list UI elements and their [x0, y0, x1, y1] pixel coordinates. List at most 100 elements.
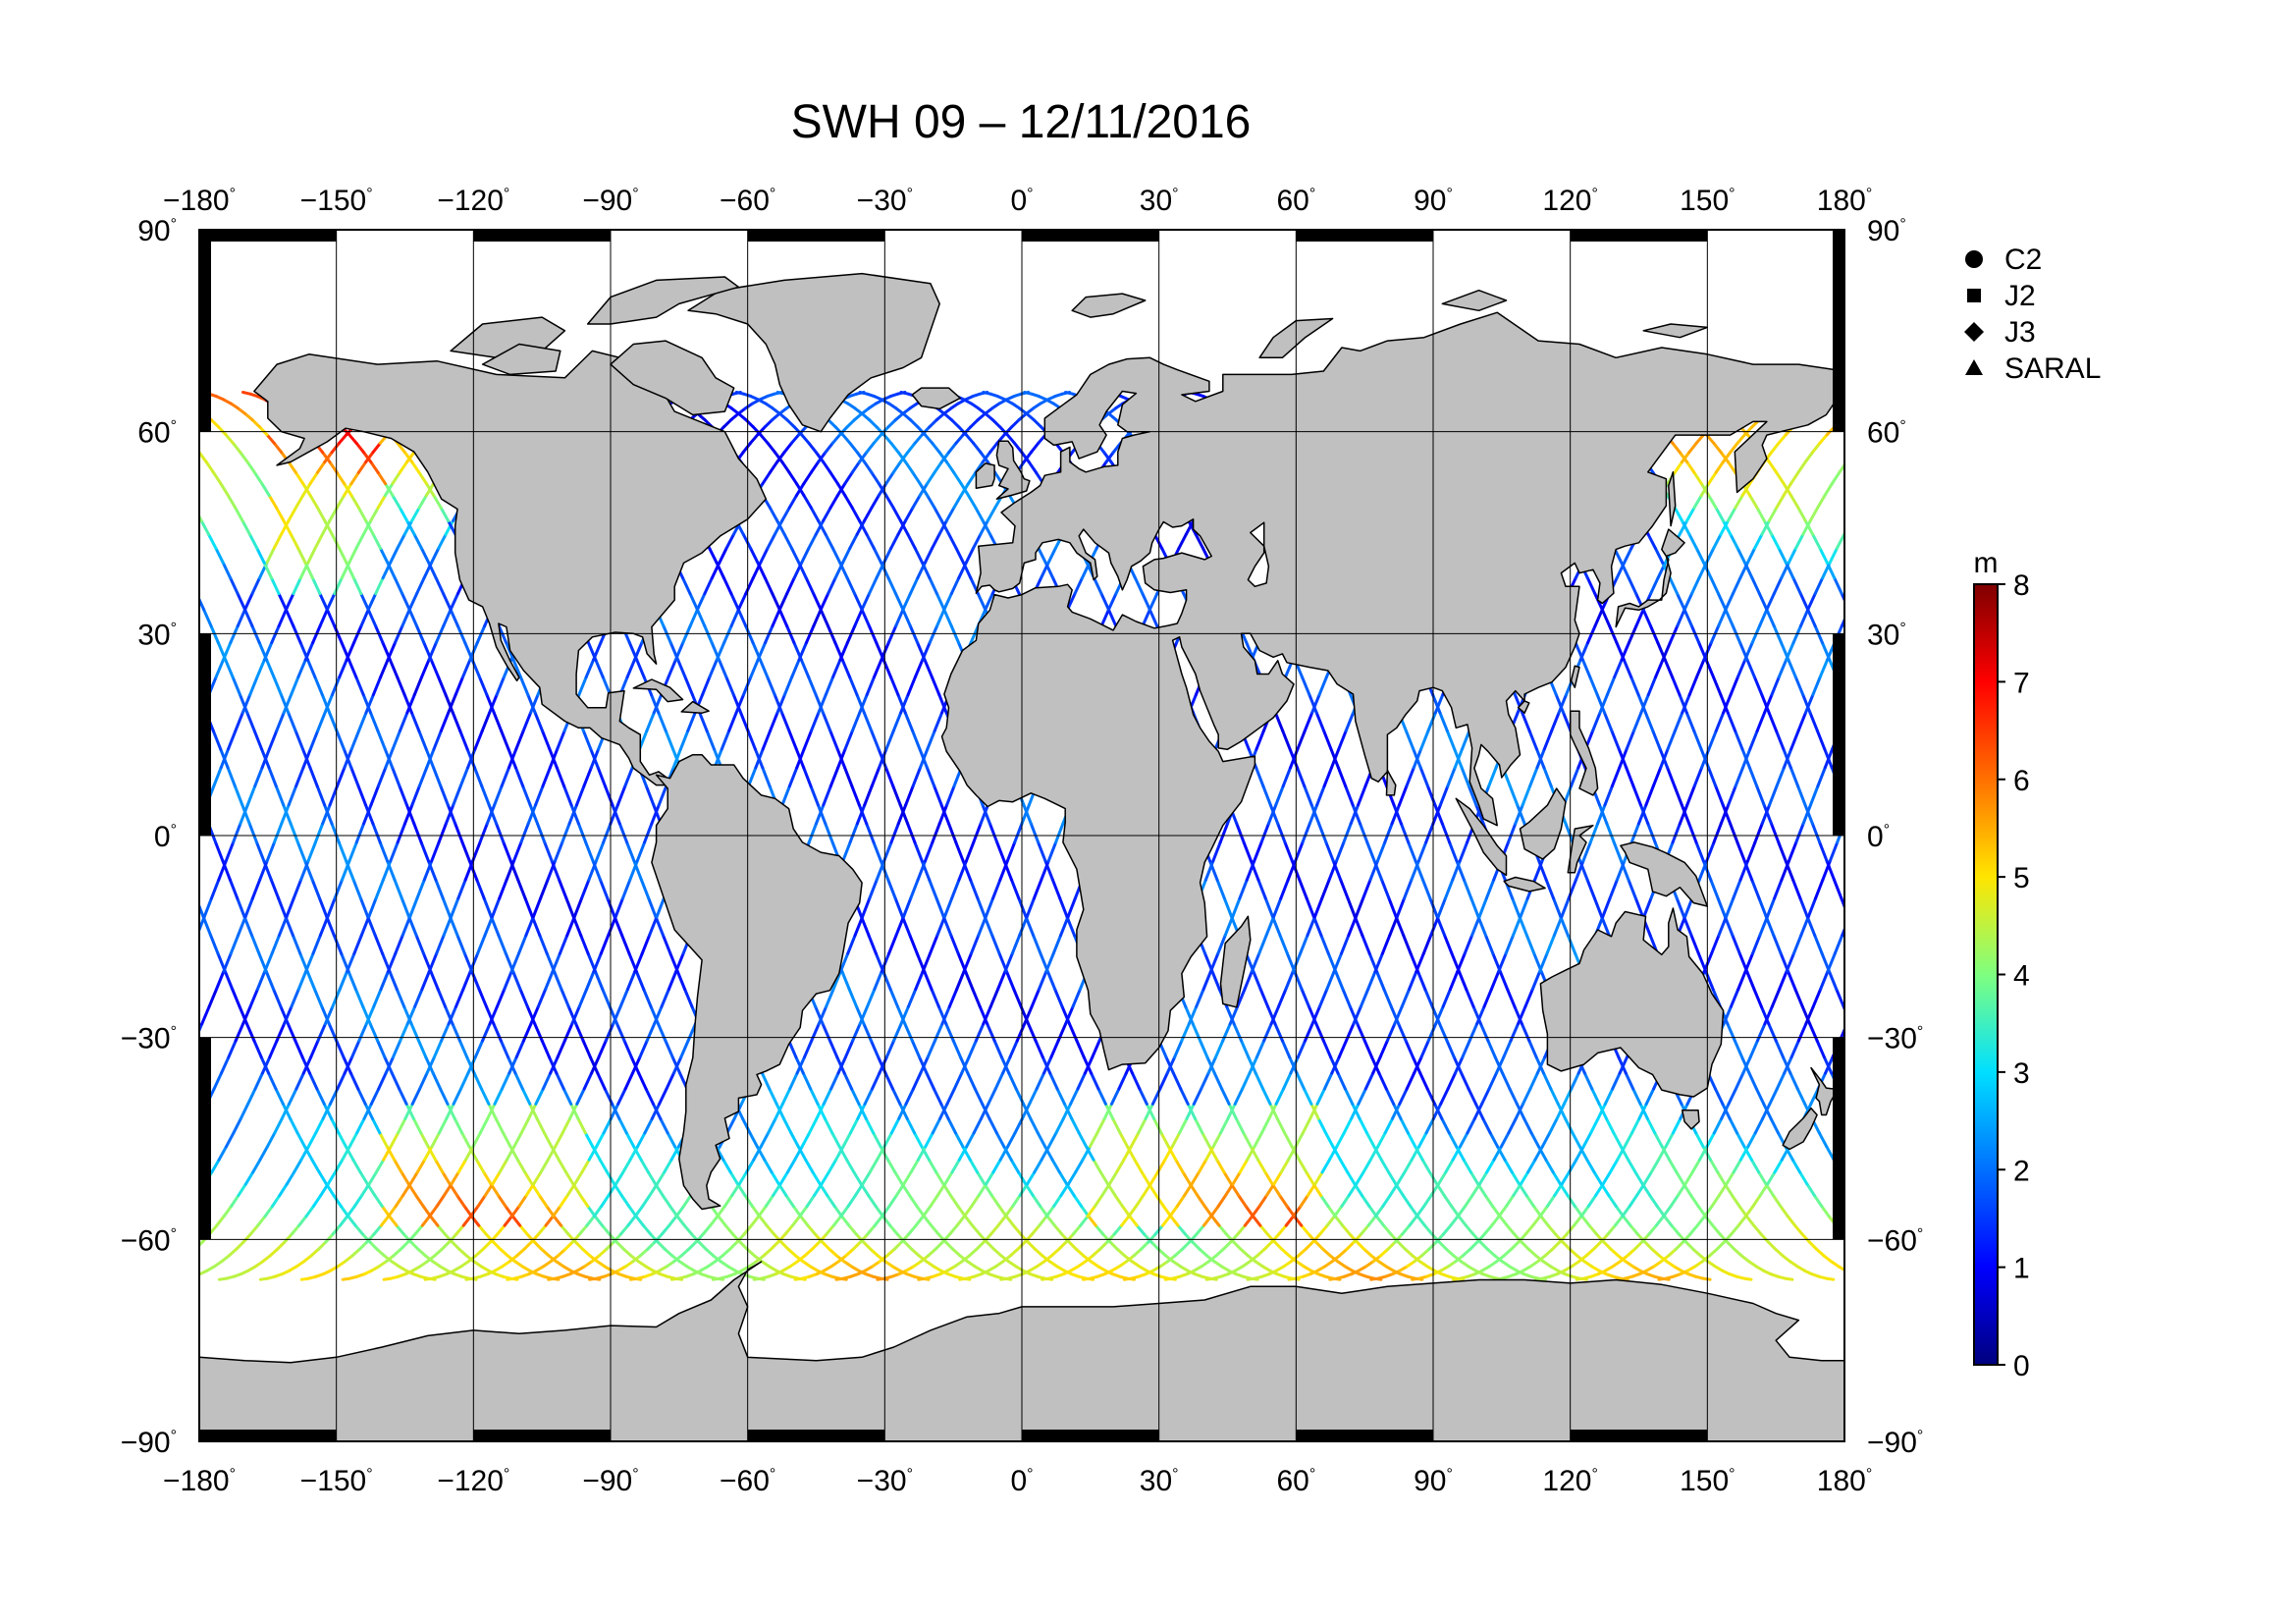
track-segment — [178, 427, 185, 435]
track-segment — [308, 729, 320, 751]
track-segment — [518, 1223, 529, 1236]
track-segment — [313, 676, 324, 697]
track-segment — [146, 496, 153, 509]
track-segment — [181, 1256, 187, 1262]
track-segment — [381, 641, 392, 662]
track-segment — [295, 1131, 306, 1149]
track-segment — [37, 521, 44, 535]
track-segment — [285, 1170, 296, 1186]
track-segment — [287, 711, 297, 732]
track-segment — [335, 1039, 346, 1059]
track-segment — [361, 693, 372, 715]
track-segment — [306, 547, 317, 565]
track-segment — [326, 896, 337, 919]
track-segment — [437, 532, 448, 551]
track-segment — [388, 970, 399, 991]
track-segment — [186, 1276, 192, 1278]
track-segment — [107, 578, 114, 594]
track-segment — [168, 990, 175, 1007]
track-segment — [398, 784, 408, 807]
track-segment — [161, 393, 168, 395]
track-segment — [446, 803, 457, 826]
track-segment — [400, 915, 412, 938]
track-segment — [349, 729, 361, 751]
track-segment — [338, 970, 348, 991]
track-segment — [388, 1215, 399, 1227]
track-segment — [271, 1194, 282, 1208]
track-segment — [143, 660, 150, 677]
track-segment — [83, 462, 90, 473]
track-segment — [173, 1073, 180, 1089]
track-segment — [273, 822, 284, 844]
track-segment — [117, 453, 124, 462]
track-segment — [93, 397, 100, 400]
track-segment — [301, 1055, 313, 1075]
track-segment — [186, 1133, 192, 1147]
track-segment — [0, 1234, 4, 1242]
track-segment — [245, 711, 256, 732]
track-segment — [137, 1278, 144, 1279]
track-segment — [601, 1223, 612, 1236]
track-segment — [219, 482, 230, 498]
track-segment — [253, 766, 264, 788]
track-segment — [235, 1240, 245, 1251]
track-segment — [364, 803, 375, 826]
track-segment — [87, 626, 94, 643]
track-segment — [239, 693, 249, 715]
track-segment — [420, 658, 431, 679]
track-segment — [113, 1242, 120, 1249]
track-segment — [69, 443, 76, 452]
track-segment — [306, 840, 317, 863]
track-segment — [95, 1147, 102, 1160]
track-segment — [72, 1024, 79, 1041]
track-segment — [395, 1223, 405, 1236]
track-segment — [115, 1184, 122, 1196]
track-segment — [268, 1039, 279, 1059]
track-segment — [77, 1271, 83, 1274]
track-segment — [284, 608, 295, 627]
track-segment — [306, 658, 317, 679]
track-segment — [308, 470, 319, 486]
track-segment — [163, 898, 170, 917]
track-segment — [391, 470, 401, 486]
track-segment — [320, 519, 332, 536]
track-segment — [330, 822, 341, 844]
track-segment — [98, 1057, 105, 1073]
track-segment — [520, 1087, 532, 1106]
track-segment — [240, 693, 252, 715]
track-segment — [50, 1262, 57, 1267]
track-segment — [488, 693, 499, 715]
track-segment — [212, 1071, 223, 1091]
track-segment — [899, 391, 910, 396]
track-segment — [27, 443, 34, 452]
track-segment — [236, 896, 246, 919]
track-segment — [226, 494, 238, 510]
track-segment — [139, 1057, 146, 1073]
track-segment — [159, 1104, 166, 1118]
track-segment — [173, 768, 180, 786]
track-segment — [1023, 391, 1034, 396]
track-segment — [61, 435, 68, 444]
track-segment — [54, 427, 61, 435]
track-segment — [199, 822, 201, 829]
track-segment — [110, 1118, 117, 1133]
track-segment — [492, 1240, 503, 1251]
track-segment — [294, 494, 305, 510]
track-segment — [250, 878, 262, 900]
track-segment — [364, 1004, 376, 1026]
track-segment — [189, 880, 196, 898]
track-segment — [40, 1172, 47, 1184]
track-segment — [245, 460, 256, 474]
track-segment — [473, 729, 484, 751]
track-segment — [199, 915, 206, 934]
track-segment — [375, 1247, 387, 1258]
track-segment — [124, 713, 131, 731]
track-segment — [35, 1271, 42, 1274]
track-segment — [311, 576, 322, 596]
track-segment — [400, 1170, 410, 1186]
track-segment — [294, 729, 304, 751]
track-segment — [181, 1057, 187, 1073]
track-segment — [57, 1256, 64, 1262]
track-segment — [215, 970, 226, 991]
track-segment — [45, 1225, 52, 1234]
